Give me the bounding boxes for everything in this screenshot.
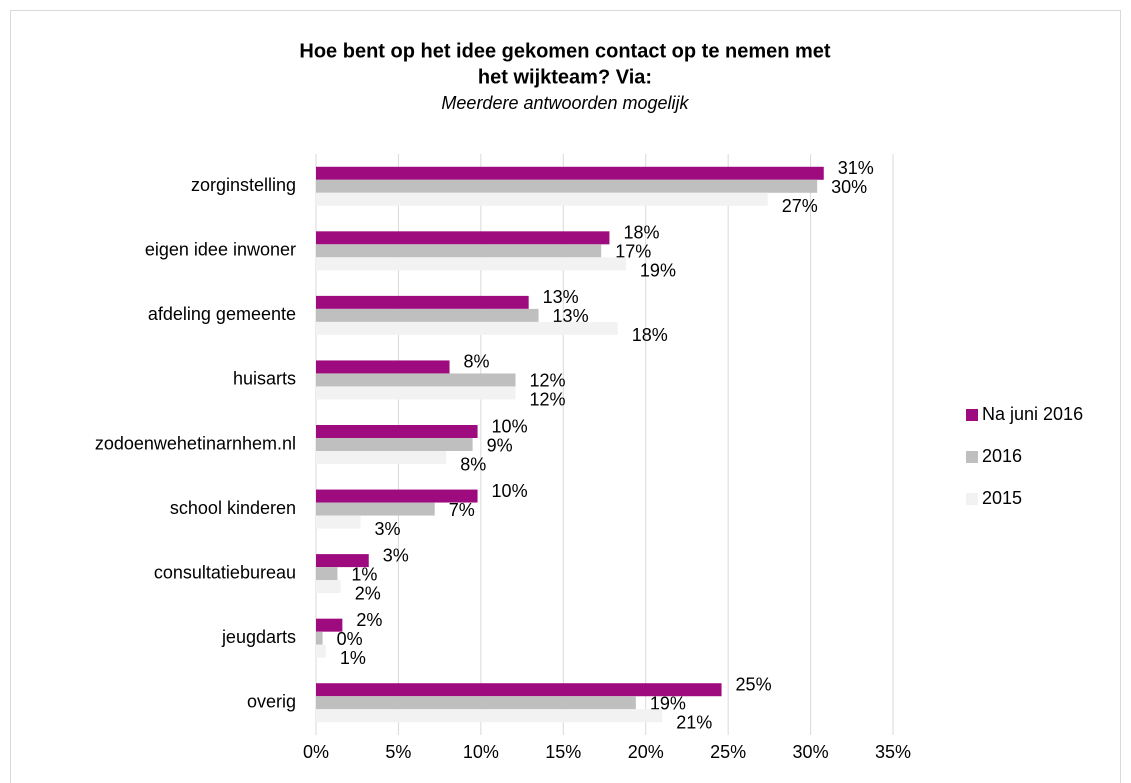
bar: [316, 192, 768, 206]
bar: [316, 618, 343, 632]
data-label: 2%: [356, 610, 382, 630]
chart-title: Hoe bent op het idee gekomen contact op …: [299, 40, 831, 62]
data-label: 12%: [529, 390, 565, 410]
data-label: 18%: [623, 223, 659, 243]
y-tick-label: consultatiebureau: [154, 562, 296, 582]
data-label: 10%: [492, 481, 528, 501]
data-label: 3%: [375, 519, 401, 539]
y-tick-label: zodoenwehetinarnhem.nl: [95, 433, 296, 453]
data-label: 1%: [340, 648, 366, 668]
data-label: 18%: [632, 325, 668, 345]
data-label: 3%: [383, 545, 409, 565]
bar: [316, 166, 824, 180]
data-label: 13%: [553, 306, 589, 326]
y-tick-label: afdeling gemeente: [148, 304, 296, 324]
bar: [316, 231, 610, 245]
legend-swatch: [966, 493, 978, 505]
bar: [316, 308, 539, 322]
x-tick-label: 5%: [385, 742, 411, 762]
data-label: 30%: [831, 177, 867, 197]
bar: [316, 696, 636, 710]
x-tick-label: 35%: [875, 742, 911, 762]
chart-subtitle: Meerdere antwoorden mogelijk: [441, 93, 689, 113]
bar: [316, 360, 450, 374]
bar: [316, 489, 478, 503]
bar: [316, 451, 447, 464]
bar: [316, 631, 323, 645]
data-label: 0%: [337, 629, 363, 649]
data-label: 21%: [676, 712, 712, 732]
bar: [316, 502, 435, 516]
data-label: 8%: [460, 454, 486, 474]
y-tick-label: zorginstelling: [191, 175, 296, 195]
data-label: 9%: [487, 435, 513, 455]
bar: [316, 373, 516, 387]
data-label: 27%: [782, 196, 818, 216]
bar: [316, 321, 618, 335]
bar: [316, 425, 478, 438]
bar: [316, 244, 602, 258]
data-label: 31%: [838, 158, 874, 178]
data-label: 12%: [529, 371, 565, 391]
legend-swatch: [966, 451, 978, 463]
bar: [316, 295, 529, 309]
legend-swatch: [966, 409, 978, 421]
x-tick-label: 0%: [303, 742, 329, 762]
bar: [316, 257, 626, 271]
legend-label: 2015: [982, 488, 1022, 508]
data-label: 25%: [736, 674, 772, 694]
bar: [316, 567, 338, 581]
x-tick-label: 10%: [463, 742, 499, 762]
data-label: 19%: [650, 693, 686, 713]
bar: [316, 386, 516, 400]
data-label: 13%: [543, 287, 579, 307]
bar: [316, 709, 663, 723]
chart-title: het wijkteam? Via:: [478, 66, 652, 88]
data-label: 17%: [615, 242, 651, 262]
legend-label: Na juni 2016: [982, 404, 1083, 424]
data-label: 7%: [449, 500, 475, 520]
y-tick-label: eigen idee inwoner: [145, 240, 296, 260]
data-label: 8%: [464, 352, 490, 372]
chart-frame: [10, 10, 1121, 783]
data-label: 1%: [351, 564, 377, 584]
bar: [316, 179, 818, 193]
bar: [316, 644, 326, 658]
y-tick-label: jeugdarts: [221, 627, 296, 647]
x-tick-label: 20%: [628, 742, 664, 762]
bar: [316, 683, 722, 697]
bar: [316, 554, 369, 568]
data-label: 2%: [355, 583, 381, 603]
data-label: 19%: [640, 261, 676, 281]
bar: [316, 580, 341, 594]
x-tick-label: 30%: [793, 742, 829, 762]
bar: [316, 515, 361, 529]
legend-label: 2016: [982, 446, 1022, 466]
y-tick-label: school kinderen: [170, 498, 296, 518]
x-tick-label: 25%: [710, 742, 746, 762]
x-tick-label: 15%: [545, 742, 581, 762]
y-tick-label: huisarts: [233, 369, 296, 389]
y-tick-label: overig: [247, 691, 296, 711]
bar: [316, 438, 473, 451]
data-label: 10%: [492, 416, 528, 436]
